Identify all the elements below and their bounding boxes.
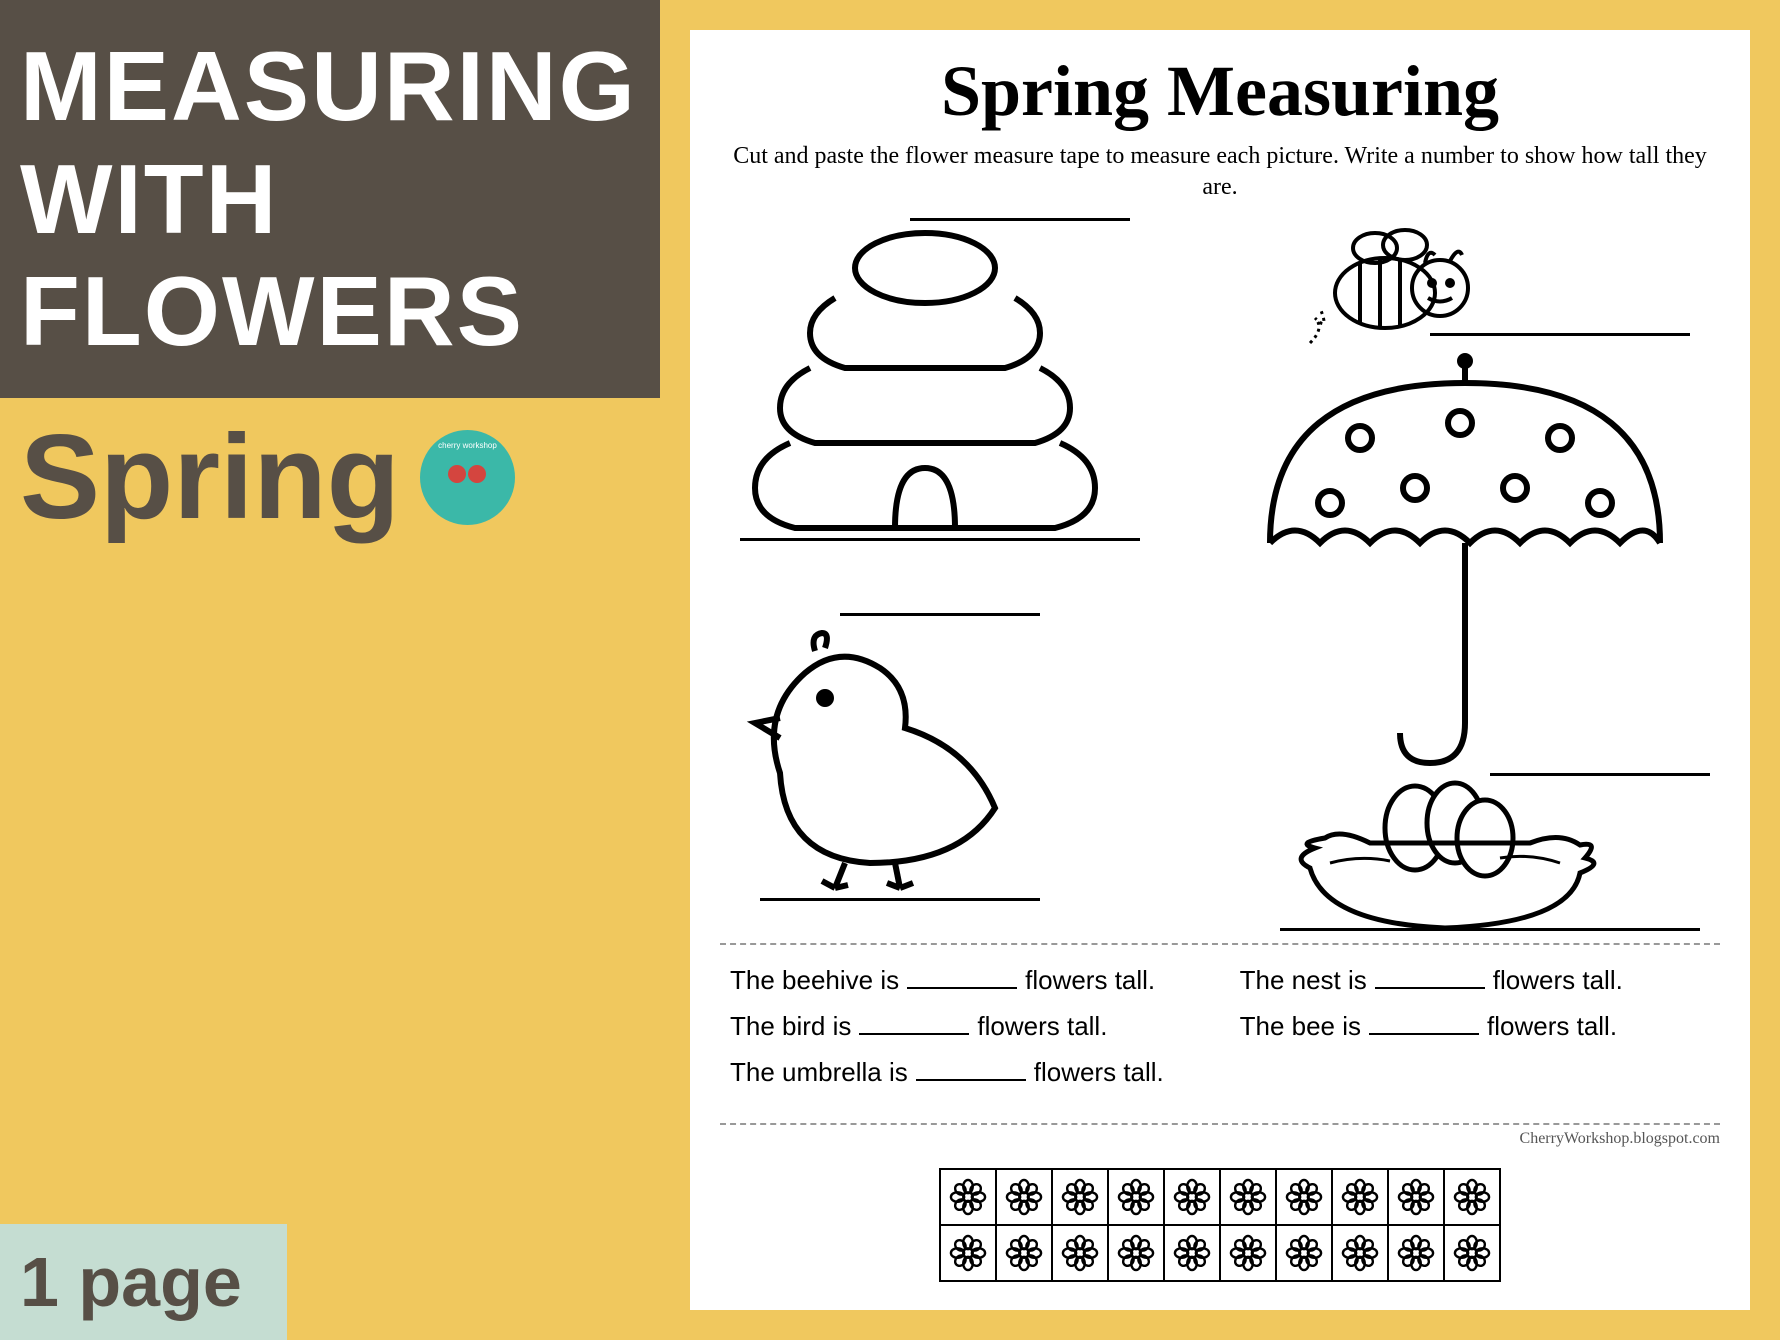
blank-input[interactable] — [1369, 1015, 1479, 1035]
flower-cell — [1331, 1224, 1389, 1282]
flower-measure-tape — [720, 1168, 1720, 1282]
flower-cell — [995, 1224, 1053, 1282]
drawings-area — [720, 213, 1720, 933]
umbrella-drawing — [1240, 353, 1690, 788]
blank-input[interactable] — [916, 1061, 1026, 1081]
logo-badge: cherry workshop — [420, 430, 515, 525]
flower-cell — [939, 1224, 997, 1282]
nest-drawing — [1280, 773, 1610, 948]
title-block: MEASURING WITH FLOWERS — [0, 0, 660, 398]
subtitle-row: Spring cherry workshop — [0, 398, 660, 556]
flower-cell — [1275, 1168, 1333, 1226]
sentence-bee: The bee is flowers tall. — [1240, 1011, 1710, 1042]
left-panel: MEASURING WITH FLOWERS Spring cherry wor… — [0, 0, 660, 1340]
flower-cell — [1443, 1168, 1501, 1226]
sentence-suffix: flowers tall. — [1025, 965, 1155, 996]
page-count-badge: 1 page — [0, 1224, 287, 1340]
flower-cell — [939, 1168, 997, 1226]
sentence-beehive: The beehive is flowers tall. — [730, 965, 1200, 996]
sentence-suffix: flowers tall. — [1493, 965, 1623, 996]
flower-cell — [1387, 1224, 1445, 1282]
fill-in-section: The beehive is flowers tall. The nest is… — [720, 943, 1720, 1125]
logo-cherries-icon — [448, 465, 486, 483]
blank-input[interactable] — [859, 1015, 969, 1035]
flower-cell — [1051, 1168, 1109, 1226]
bee-drawing — [1300, 213, 1480, 368]
flower-cell — [1275, 1224, 1333, 1282]
title-line-1: MEASURING — [20, 30, 640, 143]
sentence-subject: The bird is — [730, 1011, 851, 1042]
worksheet-title: Spring Measuring — [720, 50, 1720, 133]
flower-cell — [1051, 1224, 1109, 1282]
sentence-subject: The nest is — [1240, 965, 1367, 996]
flower-cell — [1107, 1224, 1165, 1282]
flower-cell — [1163, 1168, 1221, 1226]
credit-text: CherryWorkshop.blogspot.com — [720, 1130, 1720, 1148]
sentence-subject: The beehive is — [730, 965, 899, 996]
title-line-2: WITH — [20, 143, 640, 256]
logo-text: cherry workshop — [438, 441, 497, 450]
page-count-text: 1 page — [20, 1242, 242, 1322]
flower-cell — [1107, 1168, 1165, 1226]
flower-cell — [1219, 1224, 1277, 1282]
worksheet-preview: Spring Measuring Cut and paste the flowe… — [690, 30, 1750, 1310]
blank-input[interactable] — [1375, 969, 1485, 989]
sentence-bird: The bird is flowers tall. — [730, 1011, 1200, 1042]
sentence-nest: The nest is flowers tall. — [1240, 965, 1710, 996]
worksheet-instructions: Cut and paste the flower measure tape to… — [720, 141, 1720, 203]
sentence-subject: The bee is — [1240, 1011, 1361, 1042]
sentence-suffix: flowers tall. — [977, 1011, 1107, 1042]
flower-cell — [995, 1168, 1053, 1226]
sentence-umbrella: The umbrella is flowers tall. — [730, 1057, 1200, 1088]
tape-row-1 — [939, 1168, 1501, 1226]
title-line-3: FLOWERS — [20, 255, 640, 368]
flower-cell — [1163, 1224, 1221, 1282]
bird-drawing — [730, 613, 1020, 908]
sentence-suffix: flowers tall. — [1487, 1011, 1617, 1042]
blank-input[interactable] — [907, 969, 1017, 989]
flower-cell — [1387, 1168, 1445, 1226]
tape-row-2 — [939, 1224, 1501, 1282]
flower-cell — [1443, 1224, 1501, 1282]
flower-cell — [1331, 1168, 1389, 1226]
flower-cell — [1219, 1168, 1277, 1226]
sentence-subject: The umbrella is — [730, 1057, 908, 1088]
sentence-suffix: flowers tall. — [1034, 1057, 1164, 1088]
beehive-drawing — [740, 218, 1130, 563]
subtitle-text: Spring — [20, 408, 400, 546]
